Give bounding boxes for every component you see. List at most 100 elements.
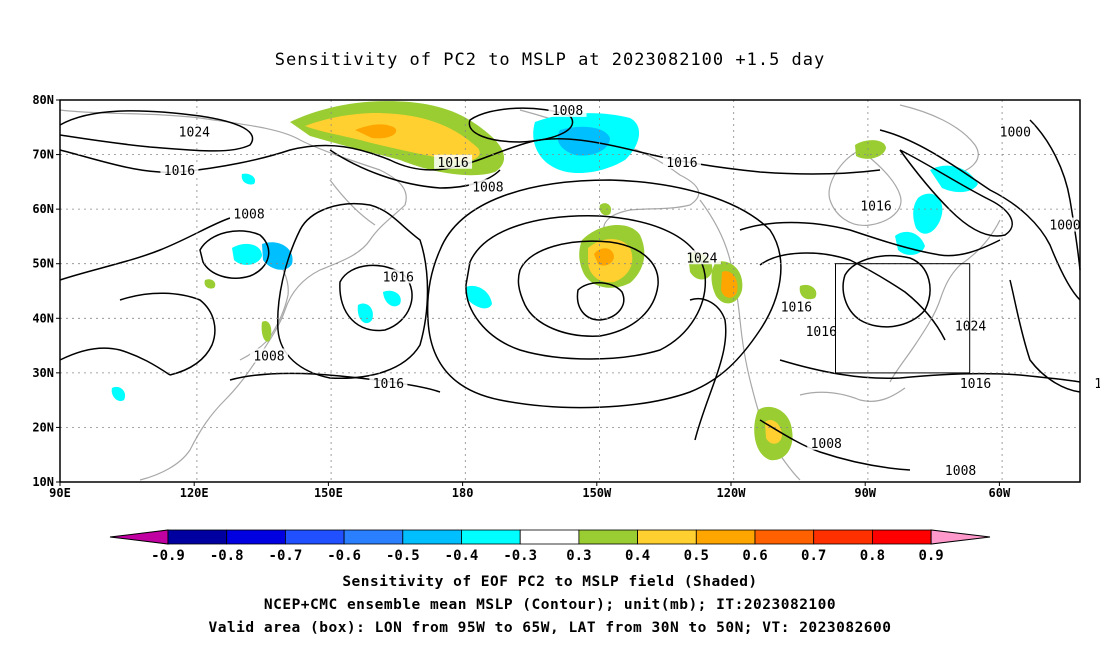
map-title: Sensitivity of PC2 to MSLP at 2023082100… bbox=[274, 50, 826, 70]
contour-label: 1016 bbox=[666, 156, 697, 171]
shade-small-green-2 bbox=[599, 203, 612, 216]
footer-line-1: Sensitivity of EOF PC2 to MSLP field (Sh… bbox=[342, 574, 758, 590]
colorbar-segment bbox=[813, 529, 873, 545]
contour-label: 1000 bbox=[1000, 126, 1031, 141]
gulf-of-mexico bbox=[799, 387, 906, 402]
colorbar-segment bbox=[578, 529, 639, 545]
shade-small-cyan-2 bbox=[241, 173, 256, 185]
lat-label: 50N bbox=[32, 257, 54, 271]
contour-label-background bbox=[1046, 217, 1085, 232]
shade-small-green-4 bbox=[799, 284, 817, 300]
contour-label: 1024 bbox=[955, 319, 986, 334]
contour-label-background bbox=[369, 375, 408, 390]
lat-label: 60N bbox=[32, 202, 54, 216]
contour-1024-siberia bbox=[59, 110, 254, 152]
colorbar-segment bbox=[284, 529, 345, 545]
lat-label: 40N bbox=[32, 311, 54, 325]
contour-label-background bbox=[682, 250, 721, 265]
shade-canada-green bbox=[855, 140, 886, 159]
land-shading bbox=[59, 104, 1001, 481]
contour-label: 1000 bbox=[1049, 219, 1080, 234]
contour-labels: 1008 1024 1016 1016 1008 1016 1000 1016 1008 1000… bbox=[160, 102, 1100, 479]
contour-label: 1008 bbox=[253, 349, 284, 364]
lat-label: 80N bbox=[32, 93, 54, 107]
contour-1016-south bbox=[779, 359, 1081, 383]
contour-1016-atlantic-high bbox=[1009, 279, 1081, 393]
lat-label: 30N bbox=[32, 366, 54, 380]
contour-1024-pacific bbox=[517, 240, 659, 337]
colorbar-segment bbox=[343, 529, 404, 545]
contour-label-background bbox=[807, 435, 846, 450]
colorbar-segment bbox=[167, 529, 228, 545]
lon-label: 150W bbox=[582, 486, 612, 500]
longitude-axis: 90E 120E 150E 180 150W 120W 90W 60W bbox=[49, 482, 1011, 500]
shade-pac2-cyan bbox=[383, 290, 401, 307]
lon-label: 120W bbox=[717, 486, 747, 500]
shade-small-green-3 bbox=[204, 279, 216, 289]
footer-line-2: NCEP+CMC ensemble mean MSLP (Contour); u… bbox=[263, 597, 837, 613]
contour-label-background bbox=[434, 154, 473, 169]
contour-label-background bbox=[996, 124, 1035, 139]
grid-lines bbox=[60, 100, 1080, 482]
colorbar-label: 0.8 bbox=[860, 548, 885, 564]
contour-label-background bbox=[1095, 231, 1100, 246]
contour-label-background bbox=[956, 375, 995, 390]
contour-1008-atlantic bbox=[879, 129, 1081, 301]
contour-1016-big bbox=[276, 203, 429, 379]
contour-label: 1016 bbox=[860, 199, 891, 214]
colorbar-segment bbox=[519, 529, 580, 545]
colorbar-label: -0.9 bbox=[151, 548, 185, 564]
contour-label-background bbox=[249, 348, 288, 363]
colorbar: -0.9 -0.8 -0.7 -0.6 -0.5 -0.4 -0.3 0.3 0.4 0.5 0.6… bbox=[109, 529, 991, 564]
lon-label: 180 bbox=[452, 486, 474, 500]
colorbar-segment bbox=[226, 529, 286, 545]
contour-label: 1008 bbox=[472, 180, 503, 195]
colorbar-label: -0.3 bbox=[503, 548, 537, 564]
lon-label: 150E bbox=[314, 486, 343, 500]
contour-label: 1024 bbox=[686, 251, 717, 266]
colorbar-segment bbox=[754, 529, 815, 545]
colorbar-label: 0.5 bbox=[684, 548, 709, 564]
valid-area-box bbox=[835, 263, 971, 374]
footer-line-3: Valid area (box): LON from 95W to 65W, L… bbox=[208, 620, 892, 636]
contour-label: 1008 bbox=[552, 104, 583, 119]
lon-label: 90E bbox=[49, 486, 71, 500]
contour-label-background bbox=[941, 463, 980, 478]
lat-label: 70N bbox=[32, 148, 54, 162]
shade-small-cyan-1 bbox=[111, 386, 126, 402]
colorbar-low-arrow bbox=[109, 529, 169, 545]
contour-1020-pacific bbox=[465, 215, 707, 360]
colorbar-segment bbox=[402, 529, 462, 545]
contour-label: 1016 bbox=[781, 300, 812, 315]
greenland-coastline bbox=[899, 104, 979, 176]
contour-label: 1016 bbox=[164, 164, 195, 179]
contour-1008-asia bbox=[59, 347, 171, 376]
colorbar-label: 0.6 bbox=[742, 548, 767, 564]
shade-japan-blue bbox=[262, 242, 293, 270]
shade-pacific-orange bbox=[594, 248, 614, 266]
plot-frame bbox=[59, 99, 1081, 483]
lon-label: 120E bbox=[180, 486, 209, 500]
contour-label-background bbox=[777, 299, 816, 314]
colorbar-segment bbox=[695, 529, 756, 545]
contour-label: 1024 bbox=[179, 126, 210, 141]
contour-1008-beaufort bbox=[468, 107, 574, 143]
shade-pac1-cyan bbox=[357, 303, 373, 324]
colorbar-label: -0.5 bbox=[386, 548, 420, 564]
shade-siberia-orange bbox=[355, 124, 397, 139]
colorbar-label: -0.4 bbox=[445, 548, 479, 564]
contour-label-background bbox=[548, 102, 587, 117]
colorbar-label: 0.7 bbox=[801, 548, 826, 564]
sea-of-okhotsk bbox=[329, 179, 376, 226]
contour-1008-mexico bbox=[759, 419, 911, 471]
contour-label: 1008 bbox=[811, 437, 842, 452]
contour-label: 1008 bbox=[233, 208, 264, 223]
shade-small-green-1 bbox=[261, 320, 272, 342]
contour-label: 1016 bbox=[960, 377, 991, 392]
hudson-bay bbox=[828, 149, 902, 227]
contour-1000-labrador bbox=[899, 149, 1013, 237]
colorbar-label: 0.4 bbox=[625, 548, 650, 564]
contour-label: 1016 bbox=[373, 377, 404, 392]
lon-label: 60W bbox=[989, 486, 1011, 500]
